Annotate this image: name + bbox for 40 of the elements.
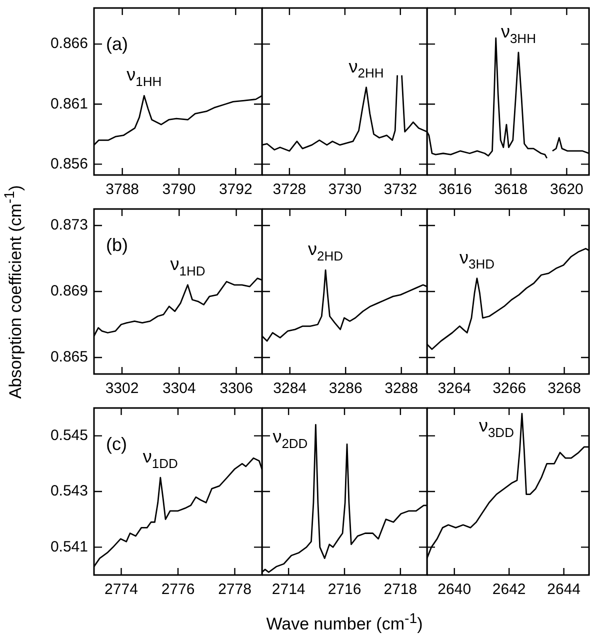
x-tick-label: 3732 xyxy=(384,181,418,198)
x-tick-label: 2644 xyxy=(547,581,581,598)
x-tick-label: 3288 xyxy=(384,380,418,398)
x-tick-label: 2778 xyxy=(218,581,252,598)
x-tick-label: 3266 xyxy=(492,380,526,398)
x-tick-label: 3286 xyxy=(328,380,362,398)
y-tick-label: 0.866 xyxy=(50,35,88,52)
annotation: (a) xyxy=(106,34,128,54)
x-tick-label: 3728 xyxy=(272,181,306,198)
x-tick-label: 3788 xyxy=(106,181,140,198)
y-tick-label: 0.869 xyxy=(50,282,88,300)
y-tick-label: 0.865 xyxy=(50,348,88,366)
x-tick-label: 3268 xyxy=(548,380,581,398)
x-tick-label: 2716 xyxy=(328,581,362,598)
y-tick-label: 0.873 xyxy=(50,216,88,234)
x-tick-label: 3304 xyxy=(162,380,196,398)
x-tick-label: 3730 xyxy=(328,181,362,198)
y-tick-label: 0.861 xyxy=(50,95,88,112)
x-tick-label: 3306 xyxy=(220,380,253,398)
x-tick-label: 3284 xyxy=(273,380,307,398)
x-tick-label: 3302 xyxy=(105,380,139,398)
x-tick-label: 3792 xyxy=(218,181,252,198)
x-tick-label: 3620 xyxy=(550,181,584,198)
x-axis-title: Wave number (cm$^{-1}$) xyxy=(266,611,423,635)
y-tick-label: 0.545 xyxy=(50,426,88,444)
annotation: (b) xyxy=(106,235,128,255)
x-tick-label: 3618 xyxy=(494,181,528,198)
x-tick-label: 2718 xyxy=(384,581,418,598)
y-tick-label: 0.541 xyxy=(50,538,88,556)
x-tick-label: 3616 xyxy=(438,181,472,198)
x-tick-label: 2642 xyxy=(492,581,526,598)
x-tick-label: 3264 xyxy=(438,380,472,398)
x-tick-label: 3790 xyxy=(162,181,196,198)
x-tick-label: 2776 xyxy=(161,581,195,598)
y-tick-label: 0.543 xyxy=(50,482,88,500)
annotation: (c) xyxy=(106,434,127,454)
x-tick-label: 2714 xyxy=(272,581,306,598)
y-tick-label: 0.856 xyxy=(50,155,88,172)
x-tick-label: 2774 xyxy=(104,581,138,598)
x-tick-label: 2640 xyxy=(438,581,472,598)
